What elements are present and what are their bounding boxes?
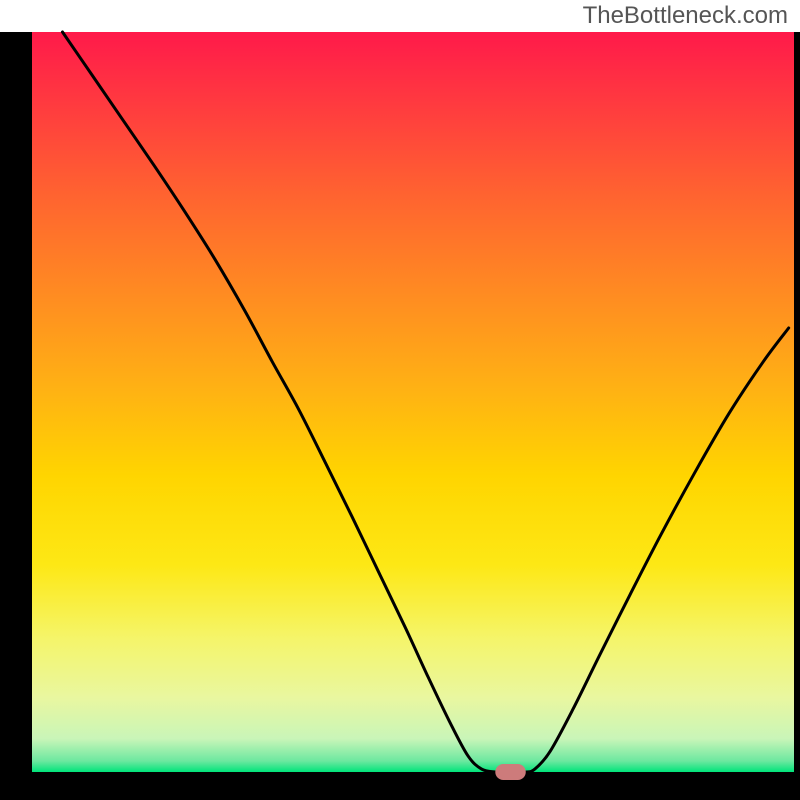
watermark-text: TheBottleneck.com (583, 2, 788, 30)
frame-left (0, 32, 32, 800)
optimal-point-marker (495, 764, 525, 780)
frame-bottom (0, 772, 800, 800)
chart-svg (0, 0, 800, 800)
chart-background (32, 32, 794, 772)
bottleneck-chart (0, 0, 800, 800)
frame-right (794, 32, 800, 800)
